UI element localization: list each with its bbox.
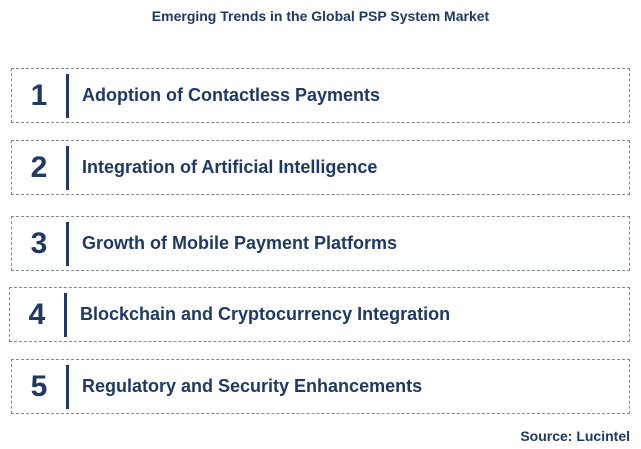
trend-label: Adoption of Contactless Payments [82,85,381,105]
trend-number: 4 [28,297,46,331]
trend-item-4: 4 Blockchain and Cryptocurrency Integrat… [9,287,630,342]
divider-bar [66,74,69,118]
trend-number: 2 [30,150,48,184]
divider-bar [66,365,69,409]
trend-number: 5 [30,369,48,403]
divider-bar [64,293,67,337]
diagram-title: Emerging Trends in the Global PSP System… [151,8,490,24]
trend-label: Integration of Artificial Intelligence [82,157,378,177]
trend-item-1: 1 Adoption of Contactless Payments [11,68,630,123]
trend-label: Blockchain and Cryptocurrency Integratio… [80,304,451,324]
trend-item-2: 2 Integration of Artificial Intelligence [11,140,630,195]
trend-number: 1 [30,78,48,112]
source-credit: Source: Lucintel [520,428,630,444]
trend-item-5: 5 Regulatory and Security Enhancements [11,359,630,414]
trend-number: 3 [30,226,48,260]
divider-bar [66,146,69,190]
trend-label: Regulatory and Security Enhancements [82,376,423,396]
divider-bar [66,222,69,266]
trend-label: Growth of Mobile Payment Platforms [82,233,398,253]
trend-item-3: 3 Growth of Mobile Payment Platforms [11,216,630,271]
